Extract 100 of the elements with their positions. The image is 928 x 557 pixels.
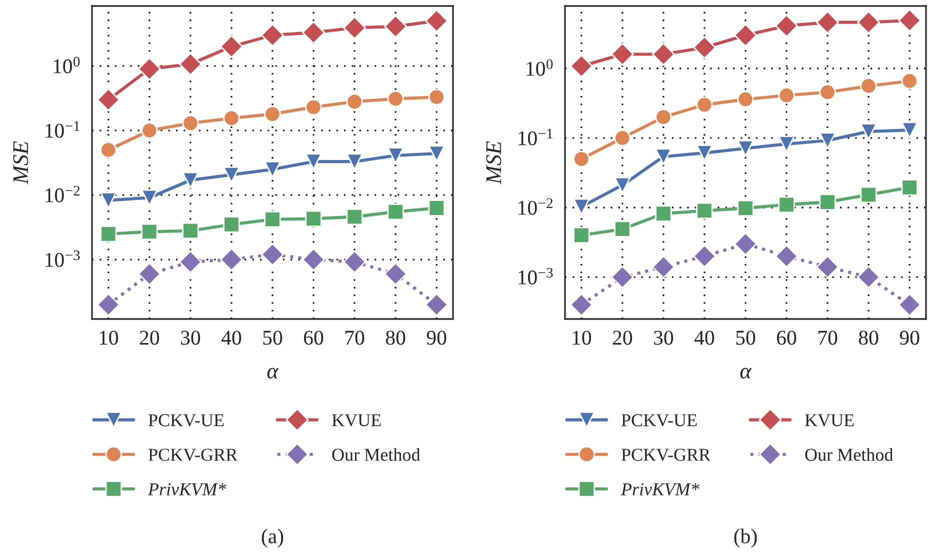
point — [857, 10, 880, 34]
x-tick-label: 10 — [572, 330, 592, 345]
point — [901, 179, 918, 196]
text: (a) — [262, 528, 284, 548]
point — [141, 189, 158, 206]
x-tick-label: 20 — [612, 330, 632, 345]
point — [387, 147, 404, 164]
y-tick-label: 10$^{0}$ — [526, 59, 553, 76]
x-tick-label: 30 — [181, 330, 200, 345]
point — [138, 262, 161, 286]
point — [819, 132, 836, 149]
point — [100, 142, 117, 158]
y-tick-label: 10$^{−3}$ — [46, 250, 80, 267]
point — [220, 35, 243, 58]
point — [425, 9, 448, 32]
point — [573, 198, 590, 215]
x-tick-label: 90 — [426, 330, 446, 345]
point — [734, 24, 757, 47]
point — [346, 93, 363, 110]
point — [901, 72, 918, 90]
x-tick-label: 60 — [777, 330, 796, 345]
point — [425, 293, 448, 316]
legend-label: PCKV-UE — [621, 414, 697, 426]
y-tick-label: 10$^{−1}$ — [518, 128, 552, 146]
y-axis-title: MSE — [486, 141, 502, 184]
legend-label: Our Method — [332, 448, 420, 461]
point — [264, 106, 281, 122]
point — [387, 90, 404, 108]
point — [384, 14, 408, 38]
point — [182, 114, 199, 132]
point — [819, 84, 836, 101]
x-tick-label: 50 — [736, 330, 756, 345]
legend-label: KVUE — [332, 414, 381, 426]
point — [692, 36, 716, 59]
x-tick-label: 70 — [818, 330, 838, 345]
text: (b) — [734, 528, 757, 548]
y-tick-label: 10$^{−1}$ — [46, 121, 80, 138]
x-tick-label: 80 — [386, 330, 406, 345]
legend-label: PCKV-GRR — [621, 448, 711, 461]
point — [819, 194, 836, 210]
point — [573, 150, 590, 168]
point — [178, 250, 202, 274]
x-tick-label: 20 — [140, 330, 160, 345]
point — [570, 54, 593, 78]
point — [182, 222, 199, 240]
point — [860, 123, 877, 140]
point — [775, 14, 798, 38]
legend-label: PCKV-UE — [148, 414, 224, 426]
point — [570, 293, 593, 316]
x-tick-label: 80 — [858, 330, 878, 345]
x-tick-label: 40 — [694, 330, 714, 345]
point — [302, 248, 326, 272]
point — [901, 122, 918, 138]
point — [302, 21, 326, 44]
legend-label: PCKV-GRR — [148, 448, 238, 461]
point — [857, 266, 880, 289]
point — [737, 90, 754, 108]
point — [305, 210, 322, 228]
point — [775, 244, 798, 268]
x-tick-label: 10 — [100, 330, 118, 345]
point — [860, 186, 877, 204]
x-axis-title: α — [740, 368, 752, 379]
point — [428, 88, 445, 106]
point — [655, 205, 672, 222]
point — [178, 52, 202, 76]
point — [778, 136, 795, 152]
point — [898, 8, 922, 32]
point — [343, 250, 366, 274]
point — [696, 202, 713, 220]
point — [610, 266, 634, 289]
point — [387, 203, 404, 220]
x-tick-label: 60 — [304, 330, 324, 345]
point — [778, 87, 795, 104]
point — [96, 293, 120, 316]
point — [138, 57, 161, 80]
point — [96, 88, 120, 112]
point — [264, 211, 281, 228]
legend-label: PrivKVM* — [620, 483, 700, 496]
y-tick-label: 10$^{−2}$ — [518, 198, 553, 215]
point — [223, 110, 240, 127]
point — [655, 148, 672, 165]
point — [614, 176, 631, 194]
x-tick-label: 70 — [346, 330, 364, 345]
point — [614, 130, 631, 146]
point — [737, 200, 754, 217]
point — [610, 42, 634, 66]
y-axis-title: MSE — [13, 141, 28, 184]
point — [898, 293, 922, 316]
point — [860, 78, 877, 94]
point — [261, 242, 284, 266]
point — [223, 216, 240, 233]
point — [428, 200, 445, 216]
point — [343, 16, 366, 40]
y-tick-label: 10$^{−3}$ — [518, 268, 553, 284]
point — [692, 244, 716, 268]
point — [652, 255, 675, 278]
point — [696, 96, 713, 114]
x-tick-label: 90 — [900, 330, 920, 345]
point — [816, 255, 840, 278]
point — [223, 166, 240, 184]
